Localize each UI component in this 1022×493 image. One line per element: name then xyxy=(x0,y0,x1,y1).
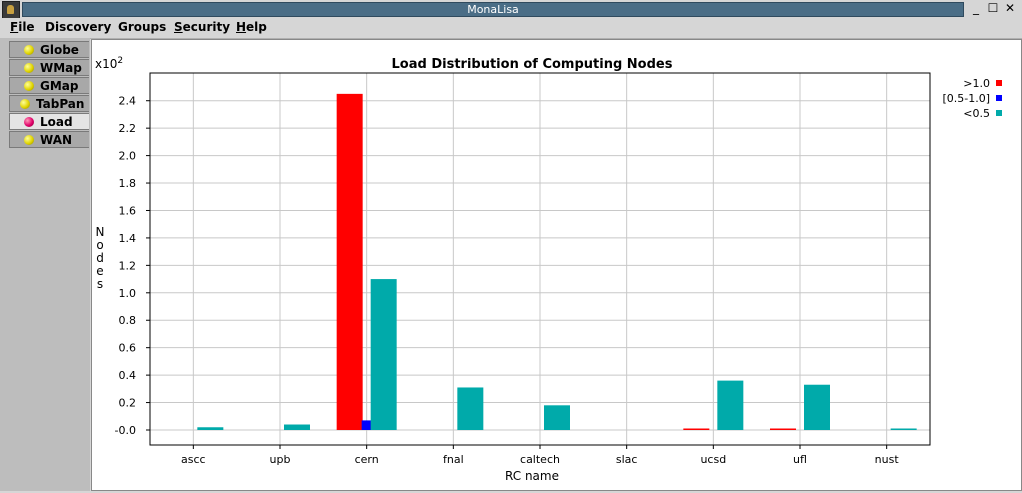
window-titlebar: MonaLisa _ ☐ ✕ xyxy=(0,0,1022,19)
menu-help[interactable]: Help xyxy=(236,20,267,34)
close-icon[interactable]: ✕ xyxy=(1004,1,1016,15)
legend-label: [0.5-1.0] xyxy=(942,92,990,105)
minimize-icon[interactable]: _ xyxy=(973,1,979,15)
bar-nust-low-load xyxy=(890,428,917,430)
status-ball-icon xyxy=(24,63,34,73)
x-tick-label: fnal xyxy=(443,453,464,466)
x-axis-label: RC name xyxy=(505,469,559,483)
bar-cern-high-load xyxy=(336,93,363,431)
y-tick-label: 1.6 xyxy=(119,204,137,217)
bar-ucsd-high-load xyxy=(683,428,710,430)
tab-load[interactable]: Load xyxy=(9,113,89,130)
legend-swatch xyxy=(996,110,1002,116)
x-tick-label: slac xyxy=(616,453,638,466)
y-tick-label: 1.0 xyxy=(119,287,137,300)
x-ticks: ascc upb cern fnal caltech slac ucsd ufl nust xyxy=(181,445,899,466)
y-axis-label-char: d xyxy=(96,251,104,265)
x-tick-label: caltech xyxy=(520,453,560,466)
legend-swatch xyxy=(996,80,1002,86)
tab-gmap[interactable]: GMap xyxy=(9,77,89,94)
y-ticks: -0.0 0.2 0.4 0.6 0.8 1.0 1.2 1.4 1.6 1.8 2.0 2.2 2.4 xyxy=(115,95,150,437)
bar-ufl-high-load xyxy=(770,428,796,430)
y-tick-label: 1.8 xyxy=(119,177,137,190)
legend-swatch xyxy=(996,95,1002,101)
x-tick-label: ascc xyxy=(181,453,206,466)
y-axis-label-char: o xyxy=(96,238,103,252)
maximize-icon[interactable]: ☐ xyxy=(987,1,999,15)
menu-bar: File Discovery Groups Security Help xyxy=(0,18,1022,39)
x-tick-label: upb xyxy=(270,453,291,466)
y-axis-label-char: N xyxy=(96,225,105,239)
tab-globe[interactable]: Globe xyxy=(9,41,89,58)
bar-caltech-low-load xyxy=(544,405,570,430)
chart-legend: >1.0 [0.5-1.0] <0.5 xyxy=(942,77,1002,120)
load-distribution-chart: -0.0 0.2 0.4 0.6 0.8 1.0 1.2 1.4 1.6 1.8 2.0 2.2 2.4… xyxy=(95,56,1002,483)
menu-file[interactable]: File xyxy=(10,20,35,34)
x-tick-label: ufl xyxy=(793,453,807,466)
y-multiplier-label: x102 xyxy=(95,56,123,71)
y-tick-label: 0.8 xyxy=(119,314,137,327)
y-tick-label: 0.2 xyxy=(119,397,137,410)
status-ball-icon xyxy=(24,45,34,55)
bar-ufl-low-load xyxy=(804,384,830,430)
y-tick-label: 2.4 xyxy=(119,95,137,108)
x-tick-label: cern xyxy=(355,453,379,466)
bar-ucsd-low-load xyxy=(717,380,744,430)
x-tick-label: ucsd xyxy=(700,453,726,466)
y-tick-label: 0.6 xyxy=(119,342,137,355)
status-ball-icon xyxy=(24,81,34,91)
chart-title: Load Distribution of Computing Nodes xyxy=(392,57,673,72)
sidebar: Globe WMap GMap TabPan Load WAN xyxy=(0,38,90,491)
status-ball-icon xyxy=(24,135,34,145)
y-axis-label-char: s xyxy=(97,277,103,291)
menu-groups[interactable]: Groups xyxy=(118,20,167,34)
chart-grid xyxy=(150,73,930,445)
status-ball-icon xyxy=(24,117,34,127)
bar-cern-low-load xyxy=(370,279,397,430)
tab-tabpan[interactable]: TabPan xyxy=(9,95,89,112)
tab-wmap[interactable]: WMap xyxy=(9,59,89,76)
y-tick-label: 0.4 xyxy=(119,369,137,382)
bar-upb-low-load xyxy=(284,424,310,430)
y-tick-label: 1.2 xyxy=(119,259,137,272)
tab-wan[interactable]: WAN xyxy=(9,131,89,148)
chart-bars xyxy=(197,93,917,431)
legend-label: >1.0 xyxy=(963,77,990,90)
y-tick-label: 1.4 xyxy=(119,232,137,245)
status-ball-icon xyxy=(20,99,30,109)
y-axis-label: Nodes xyxy=(96,225,105,291)
bar-fnal-low-load xyxy=(457,387,484,430)
x-tick-label: nust xyxy=(875,453,900,466)
y-tick-label: -0.0 xyxy=(115,424,136,437)
chart-panel: -0.0 0.2 0.4 0.6 0.8 1.0 1.2 1.4 1.6 1.8 2.0 2.2 2.4… xyxy=(91,39,1022,491)
y-axis-label-char: e xyxy=(96,264,103,278)
menu-discovery[interactable]: Discovery xyxy=(45,20,112,34)
y-tick-label: 2.0 xyxy=(119,150,137,163)
y-tick-label: 2.2 xyxy=(119,122,137,135)
menu-security[interactable]: Security xyxy=(174,20,231,34)
bar-ascc-low-load xyxy=(197,427,224,430)
legend-label: <0.5 xyxy=(963,107,990,120)
window-title[interactable]: MonaLisa xyxy=(22,2,964,17)
app-icon[interactable] xyxy=(2,1,20,19)
